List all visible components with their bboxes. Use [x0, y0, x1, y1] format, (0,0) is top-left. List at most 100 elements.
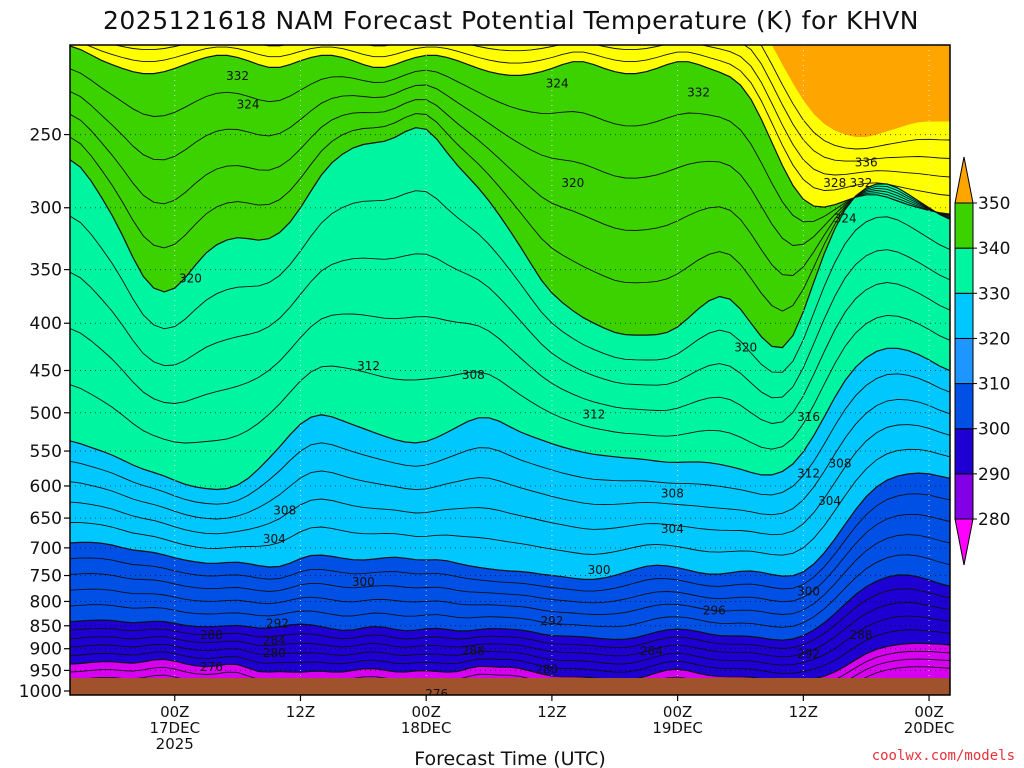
colorbar-segment — [954, 247, 974, 294]
colorbar-label: 310 — [978, 375, 1010, 395]
isentrope-line — [70, 68, 950, 223]
contour-label: 284 — [640, 644, 663, 658]
isentrope-line — [70, 249, 950, 399]
colorbar-segment — [954, 473, 974, 520]
pressure-tick-label: 300 — [30, 199, 62, 219]
contour-label: 308 — [829, 456, 852, 470]
colorbar-segment — [954, 202, 974, 249]
colorbar-min-arrow — [954, 518, 974, 566]
contour-label: 280 — [263, 646, 286, 660]
colorbar-max-arrow — [954, 156, 974, 204]
time-tick-label: 00Z — [160, 703, 189, 721]
colorbar-label: 320 — [978, 329, 1010, 349]
time-tick-label: 2025 — [156, 735, 194, 753]
isentrope-line — [70, 113, 950, 312]
contour-label: 332 — [687, 85, 710, 99]
colorbar-segment — [954, 383, 974, 430]
isentrope-line — [70, 629, 950, 674]
contour-label: 292 — [540, 614, 563, 628]
contour-label: 276 — [425, 687, 448, 701]
contour-label: 292 — [266, 616, 289, 630]
pressure-tick-label: 500 — [30, 404, 62, 424]
time-tick-label: 20DEC — [904, 719, 955, 737]
pressure-tick-label: 550 — [30, 442, 62, 462]
contour-label: 324 — [834, 211, 857, 225]
contour-label: 312 — [357, 359, 380, 373]
colorbar-label: 280 — [978, 510, 1010, 530]
isentrope-line — [70, 588, 950, 649]
contour-label: 324 — [546, 76, 569, 90]
isentrope-line — [70, 615, 950, 666]
contour-label: 280 — [535, 663, 558, 677]
isentrope-line — [70, 424, 950, 536]
isentrope-line — [70, 448, 950, 556]
isentrope-line — [113, 45, 950, 178]
isentrope-line — [70, 513, 950, 604]
contour-label: 292 — [797, 647, 820, 661]
colorbar-label: 340 — [978, 239, 1010, 259]
colorbar-segment — [954, 428, 974, 475]
contour-label: 308 — [661, 486, 684, 500]
contour-label: 300 — [588, 563, 611, 577]
colorbar-label: 300 — [978, 420, 1010, 440]
pressure-tick-label: 950 — [30, 661, 62, 681]
isentrope-line — [70, 398, 950, 520]
pressure-tick-label: 600 — [30, 477, 62, 497]
time-tick-label: 17DEC — [149, 719, 200, 737]
ground-surface — [70, 678, 950, 695]
contour-label: 276 — [200, 660, 223, 674]
isentrope-line — [743, 45, 950, 162]
band-290-300 — [70, 575, 950, 695]
pressure-tick-label: 1000 — [19, 682, 62, 702]
time-tick-label: 19DEC — [652, 719, 703, 737]
isentrope-line — [70, 127, 950, 349]
contour-label: 288 — [849, 628, 872, 642]
isentrope-line — [70, 84, 950, 246]
isentrope-line — [70, 493, 950, 592]
pressure-tick-label: 350 — [30, 261, 62, 281]
contour-label: 284 — [263, 634, 286, 648]
isentrope-line — [85, 45, 950, 196]
site-credit: coolwx.com/models — [872, 748, 1015, 764]
contour-label: 312 — [582, 407, 605, 421]
contour-label: 332 — [226, 69, 249, 83]
contour-label: 328 — [823, 176, 846, 190]
isentrope-line — [70, 601, 950, 658]
contour-label: 296 — [703, 603, 726, 617]
pressure-tick-label: 700 — [30, 539, 62, 559]
time-tick-label: 12Z — [537, 703, 566, 721]
pressure-axis: 250 300 350 400 450 500 550 600 650 700 750 800 850 9… — [19, 126, 70, 702]
contour-label: 332 — [849, 176, 872, 190]
time-tick-label: 12Z — [286, 703, 315, 721]
isentrope-line — [70, 314, 950, 450]
colorbar-label: 350 — [978, 194, 1010, 214]
time-tick-label: 12Z — [789, 703, 818, 721]
isentrope-line — [70, 554, 950, 628]
time-tick-label: 18DEC — [401, 719, 452, 737]
contour-label: 312 — [797, 467, 820, 481]
contour-label: 288 — [200, 628, 223, 642]
colorbar-segment — [954, 292, 974, 339]
pressure-tick-label: 400 — [30, 314, 62, 334]
time-tick-label: 00Z — [412, 703, 441, 721]
contour-label: 308 — [273, 504, 296, 518]
time-tick-label: 00Z — [914, 703, 943, 721]
isentrope-line — [70, 347, 950, 491]
time-tick-label: 00Z — [663, 703, 692, 721]
chart-title: 2025121618 NAM Forecast Potential Temper… — [103, 6, 919, 35]
contour-label: 316 — [797, 410, 820, 424]
contour-label: 320 — [179, 272, 202, 286]
contour-label: 304 — [263, 532, 286, 546]
isentrope-line — [70, 45, 950, 215]
contour-label: 304 — [661, 522, 684, 536]
isentrope-line — [70, 472, 950, 580]
x-axis-title: Forecast Time (UTC) — [414, 748, 605, 768]
colorbar-label: 330 — [978, 284, 1010, 304]
contour-label: 324 — [237, 98, 260, 112]
pressure-tick-label: 450 — [30, 361, 62, 381]
colorbar-legend: 280 290 300 310 320 330 340 350 — [954, 156, 1010, 566]
